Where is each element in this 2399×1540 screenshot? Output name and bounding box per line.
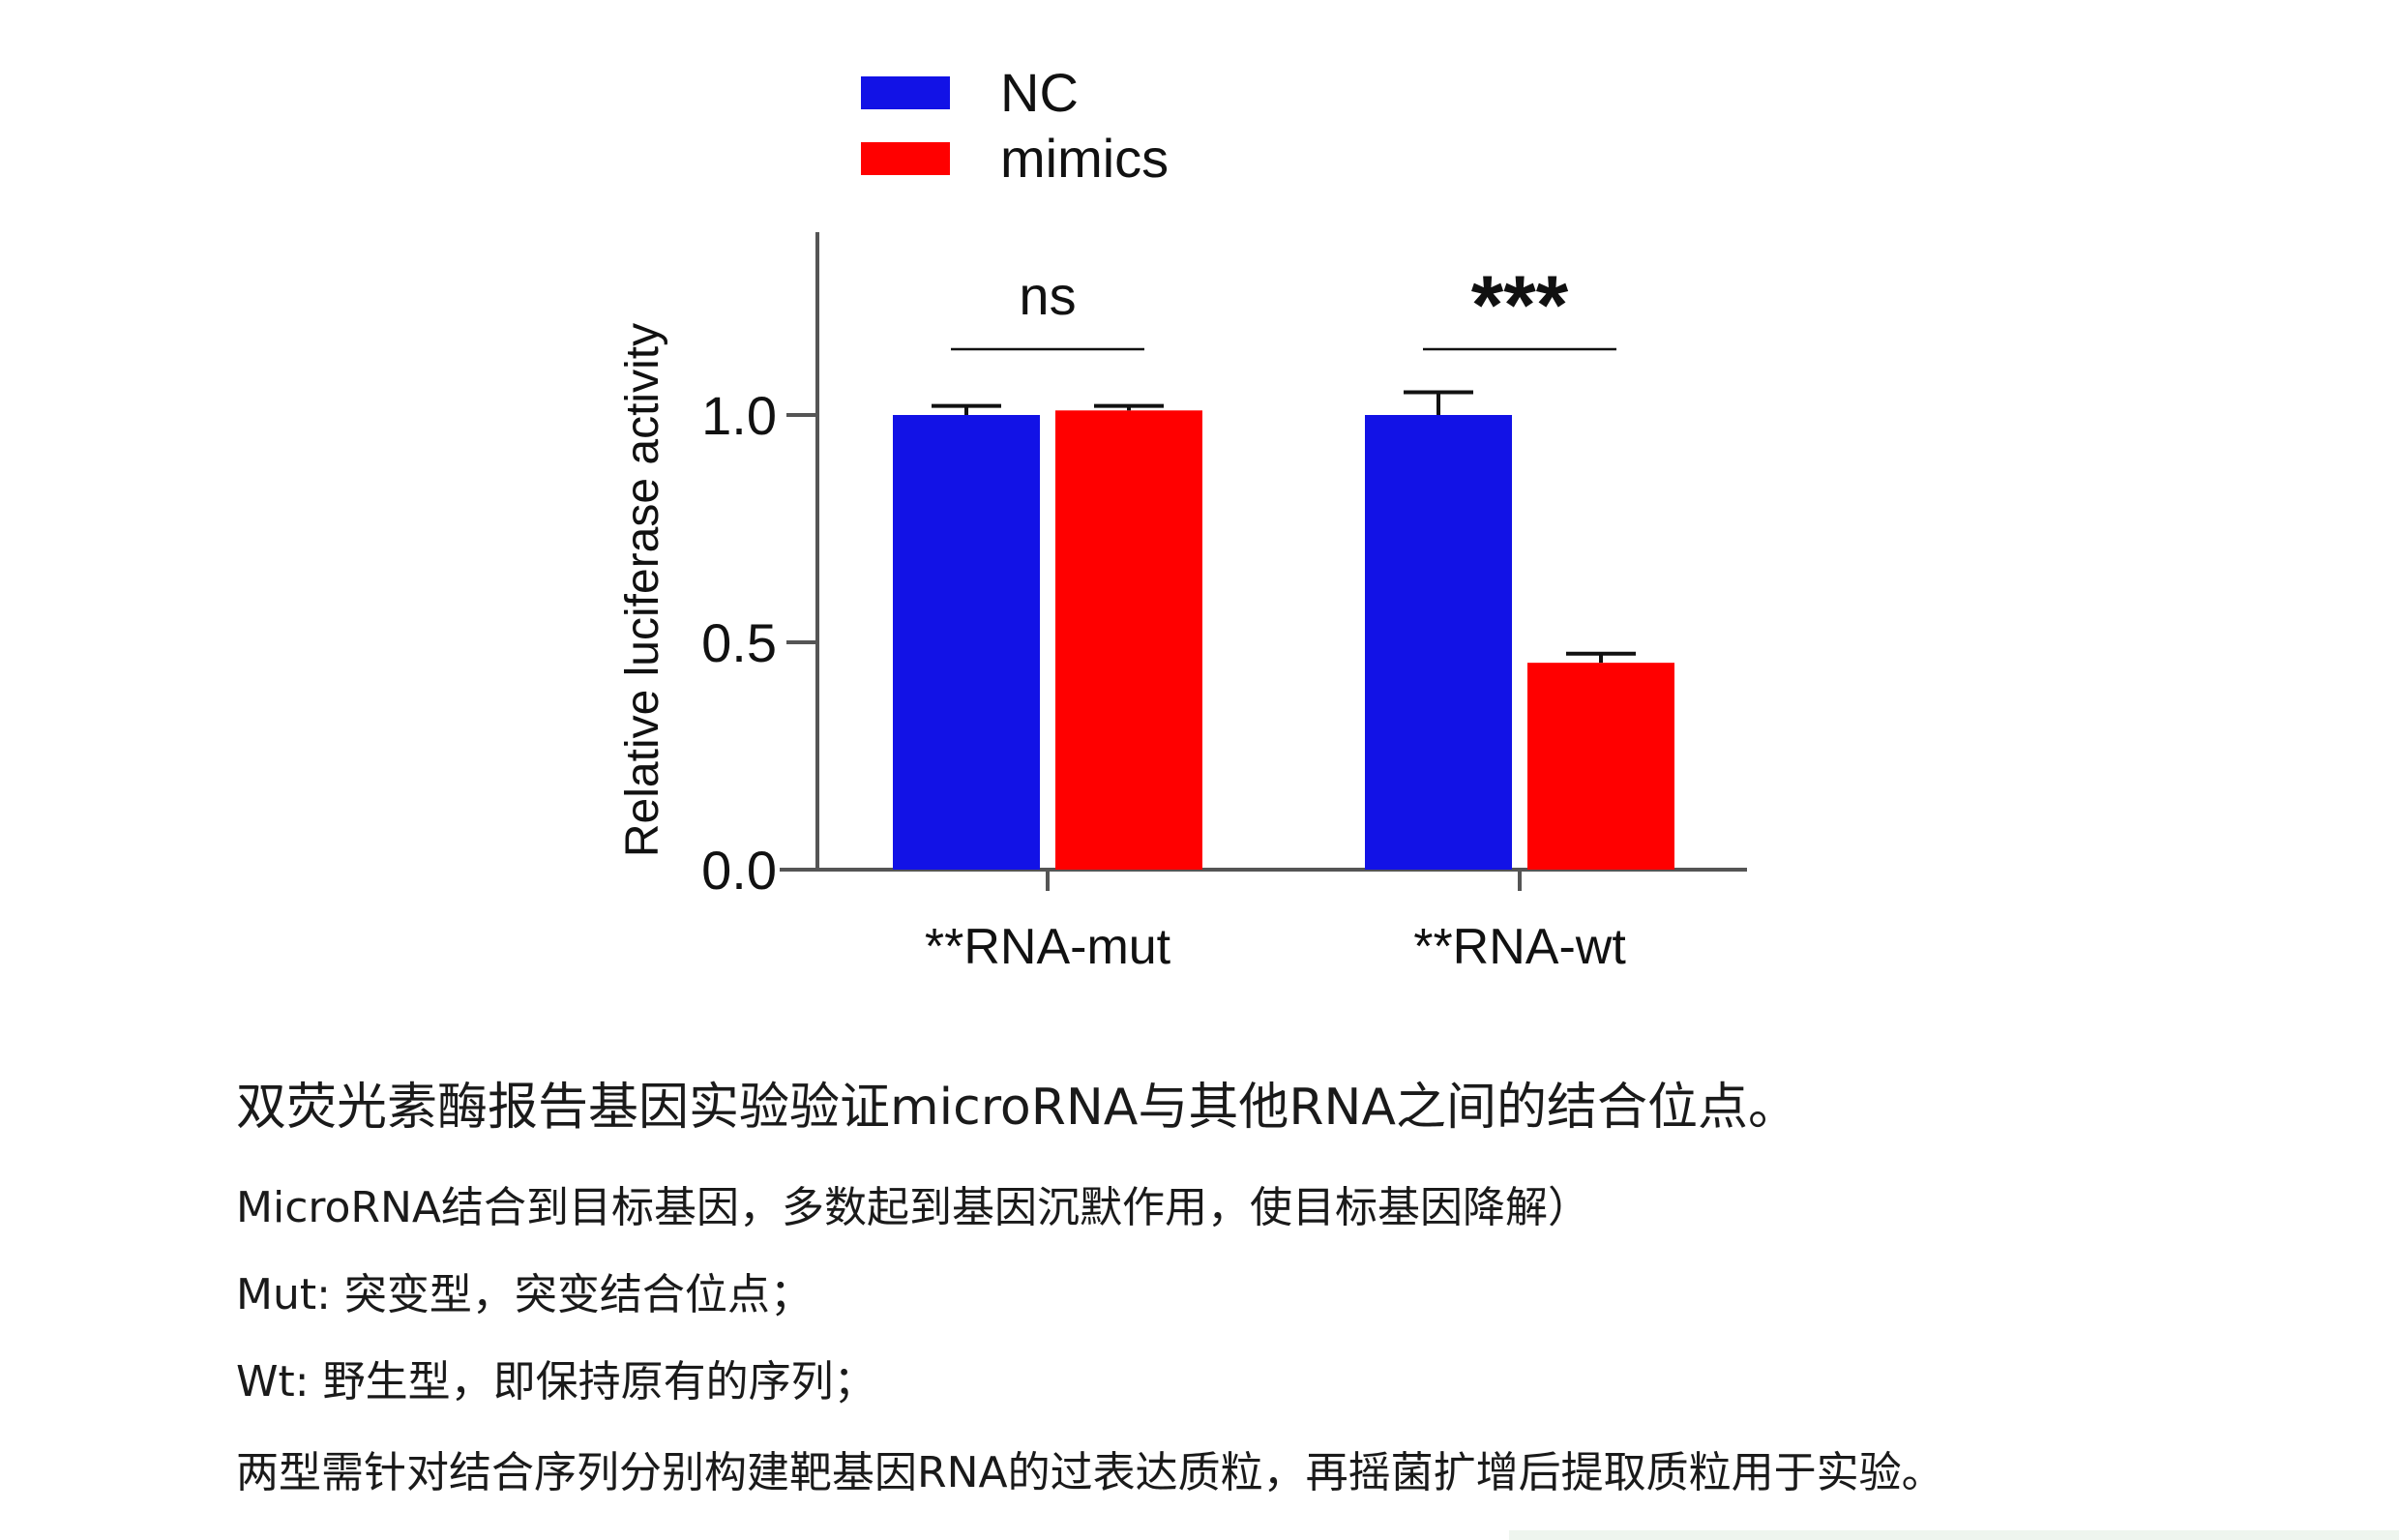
significance-label: ns [1019,265,1076,326]
bar-mimics-2 [1527,663,1674,870]
legend-label-mimics: mimics [1000,128,1169,189]
legend-label-nc: NC [1000,62,1079,123]
bar-nc-2 [1365,415,1512,870]
legend-swatch-mimics [861,142,950,175]
bars [893,410,1674,870]
bar-nc-1 [893,415,1040,870]
significance-annotations: ns *** [951,259,1616,352]
y-tick-label: 0.5 [701,612,777,673]
x-ticks: **RNA-mut **RNA-wt [925,870,1626,975]
error-bars [932,390,1636,664]
significance-label: *** [1471,259,1569,352]
bar-mimics-1 [1055,410,1202,870]
caption-title: 双荧光素酶报告基因实验验证microRNA与其他RNA之间的结合位点。 [236,1079,1798,1137]
caption-line-4: 两型需针对结合序列分别构建靶基因RNA的过表达质粒，再摇菌扩增后提取质粒用于实验… [236,1448,1944,1497]
caption-line-2: Mut: 突变型，突变结合位点； [236,1270,813,1319]
legend-swatch-nc [861,76,950,109]
caption-line-3: Wt: 野生型，即保持原有的序列； [236,1357,876,1407]
bar-chart: NC mimics Relative luciferase activity 0… [617,62,1747,975]
x-tick-label: **RNA-mut [925,919,1171,975]
bottom-divider [1509,1530,2399,1540]
y-axis-label: Relative luciferase activity [617,323,668,857]
y-ticks: 0.0 0.5 1.0 [701,385,817,901]
y-tick-label: 1.0 [701,385,777,446]
x-tick-label: **RNA-wt [1413,919,1626,975]
legend: NC mimics [861,62,1169,189]
y-tick-label: 0.0 [701,840,777,901]
caption-line-1: MicroRNA结合到目标基因，多数起到基因沉默作用，使目标基因降解） [236,1183,1591,1232]
